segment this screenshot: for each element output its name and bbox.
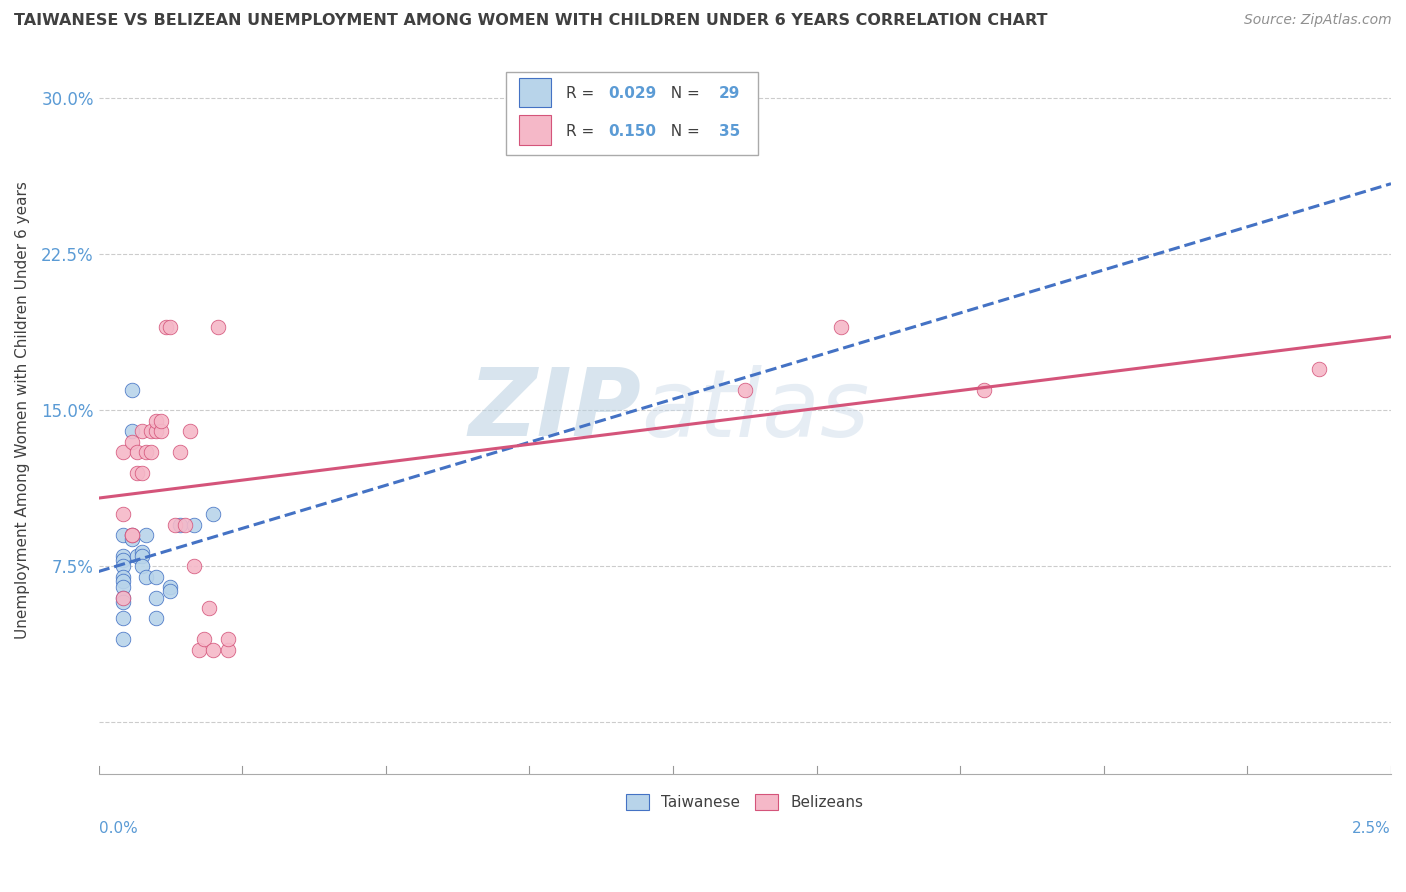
Point bbox=[159, 580, 181, 594]
Point bbox=[183, 559, 205, 574]
Point bbox=[183, 517, 205, 532]
Text: 29: 29 bbox=[718, 86, 741, 101]
Point bbox=[125, 466, 148, 480]
Point bbox=[121, 528, 143, 542]
Point bbox=[179, 424, 201, 438]
Point bbox=[149, 424, 172, 438]
Point bbox=[111, 559, 134, 574]
Point bbox=[121, 434, 143, 449]
Point bbox=[734, 383, 756, 397]
Point bbox=[121, 383, 143, 397]
Text: N =: N = bbox=[661, 124, 704, 139]
Text: R =: R = bbox=[567, 86, 599, 101]
Text: 0.150: 0.150 bbox=[607, 124, 655, 139]
Point bbox=[125, 549, 148, 563]
Point bbox=[111, 553, 134, 567]
Text: Source: ZipAtlas.com: Source: ZipAtlas.com bbox=[1244, 13, 1392, 28]
Point bbox=[111, 574, 134, 588]
Point bbox=[111, 591, 134, 605]
Point bbox=[145, 424, 167, 438]
Point bbox=[131, 549, 153, 563]
Text: 35: 35 bbox=[718, 124, 740, 139]
Point bbox=[169, 445, 191, 459]
Point bbox=[111, 611, 134, 625]
Point bbox=[145, 570, 167, 584]
Point bbox=[121, 533, 143, 547]
Point bbox=[111, 445, 134, 459]
Text: TAIWANESE VS BELIZEAN UNEMPLOYMENT AMONG WOMEN WITH CHILDREN UNDER 6 YEARS CORRE: TAIWANESE VS BELIZEAN UNEMPLOYMENT AMONG… bbox=[14, 13, 1047, 29]
Point bbox=[145, 611, 167, 625]
Point bbox=[121, 424, 143, 438]
Point bbox=[202, 508, 225, 522]
Point bbox=[135, 570, 157, 584]
Point bbox=[159, 320, 181, 334]
Point bbox=[111, 595, 134, 609]
Point bbox=[145, 414, 167, 428]
Point bbox=[131, 545, 153, 559]
FancyBboxPatch shape bbox=[519, 115, 551, 145]
Text: ZIP: ZIP bbox=[468, 364, 641, 457]
Text: 2.5%: 2.5% bbox=[1353, 821, 1391, 836]
FancyBboxPatch shape bbox=[506, 71, 758, 155]
Point bbox=[131, 466, 153, 480]
Point bbox=[131, 559, 153, 574]
Point bbox=[155, 320, 177, 334]
Point bbox=[111, 528, 134, 542]
Point bbox=[135, 528, 157, 542]
Point bbox=[131, 424, 153, 438]
Point bbox=[165, 517, 187, 532]
Point bbox=[111, 580, 134, 594]
Point bbox=[141, 424, 163, 438]
Text: N =: N = bbox=[661, 86, 704, 101]
Point bbox=[121, 528, 143, 542]
Text: R =: R = bbox=[567, 124, 599, 139]
Point bbox=[111, 508, 134, 522]
Text: atlas: atlas bbox=[641, 365, 870, 456]
Point bbox=[111, 549, 134, 563]
Point bbox=[973, 383, 995, 397]
Point bbox=[207, 320, 229, 334]
Point bbox=[111, 632, 134, 647]
Point bbox=[145, 591, 167, 605]
Point bbox=[169, 517, 191, 532]
Y-axis label: Unemployment Among Women with Children Under 6 years: Unemployment Among Women with Children U… bbox=[15, 181, 30, 640]
Point bbox=[135, 445, 157, 459]
Point bbox=[188, 642, 211, 657]
Text: 0.0%: 0.0% bbox=[98, 821, 138, 836]
FancyBboxPatch shape bbox=[519, 78, 551, 107]
Point bbox=[217, 642, 239, 657]
Point bbox=[197, 601, 219, 615]
Point bbox=[830, 320, 852, 334]
Point bbox=[121, 528, 143, 542]
Point bbox=[141, 445, 163, 459]
Point bbox=[111, 570, 134, 584]
Point bbox=[193, 632, 215, 647]
Point bbox=[159, 584, 181, 599]
Point bbox=[125, 445, 148, 459]
Point bbox=[149, 414, 172, 428]
Point bbox=[217, 632, 239, 647]
Legend: Taiwanese, Belizeans: Taiwanese, Belizeans bbox=[619, 787, 872, 818]
Point bbox=[173, 517, 195, 532]
Text: 0.029: 0.029 bbox=[607, 86, 657, 101]
Point bbox=[1308, 361, 1330, 376]
Point bbox=[111, 591, 134, 605]
Point bbox=[202, 642, 225, 657]
